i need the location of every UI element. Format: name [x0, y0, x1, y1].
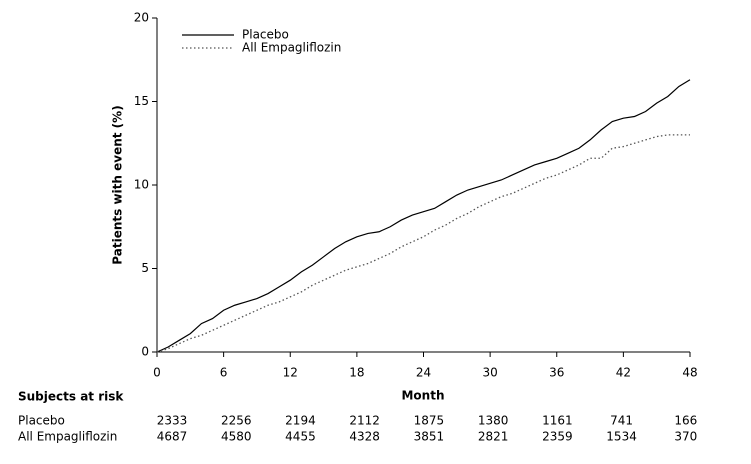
risk-count: 4580 — [221, 430, 252, 444]
risk-count: 1380 — [478, 414, 509, 428]
risk-count: 3851 — [414, 430, 445, 444]
y-axis-label: Patients with event (%) — [111, 105, 125, 264]
risk-table-title: Subjects at risk — [18, 390, 124, 404]
x-tick-label: 24 — [416, 366, 431, 380]
x-tick-label: 48 — [682, 366, 697, 380]
y-tick-label: 20 — [134, 11, 149, 25]
risk-count: 4455 — [285, 430, 316, 444]
risk-count: 2359 — [542, 430, 573, 444]
risk-count: 166 — [674, 414, 697, 428]
risk-row-label: Placebo — [18, 414, 65, 428]
y-tick-label: 0 — [141, 345, 149, 359]
risk-count: 2333 — [157, 414, 188, 428]
x-axis-label: Month — [401, 389, 444, 403]
risk-count: 1875 — [414, 414, 445, 428]
legend-label: All Empagliflozin — [242, 41, 341, 55]
y-tick-label: 5 — [141, 261, 149, 275]
x-tick-label: 36 — [549, 366, 564, 380]
risk-count: 4687 — [157, 430, 188, 444]
x-tick-label: 12 — [283, 366, 298, 380]
risk-count: 2194 — [285, 414, 316, 428]
x-tick-label: 30 — [482, 366, 497, 380]
series-line — [156, 79, 691, 353]
risk-count: 2821 — [478, 430, 509, 444]
y-tick-label: 15 — [134, 94, 149, 108]
x-tick-label: 6 — [220, 366, 228, 380]
x-tick-label: 18 — [349, 366, 364, 380]
x-tick-label: 42 — [616, 366, 631, 380]
risk-count: 2256 — [221, 414, 252, 428]
risk-row-label: All Empagliflozin — [18, 430, 117, 444]
risk-count: 370 — [674, 430, 697, 444]
y-tick-label: 10 — [134, 178, 149, 192]
risk-count: 741 — [610, 414, 633, 428]
risk-count: 2112 — [349, 414, 380, 428]
legend-label: Placebo — [242, 28, 289, 42]
risk-count: 1534 — [606, 430, 637, 444]
series-line — [156, 134, 690, 353]
risk-count: 4328 — [349, 430, 380, 444]
risk-count: 1161 — [542, 414, 573, 428]
x-tick-label: 0 — [153, 366, 161, 380]
